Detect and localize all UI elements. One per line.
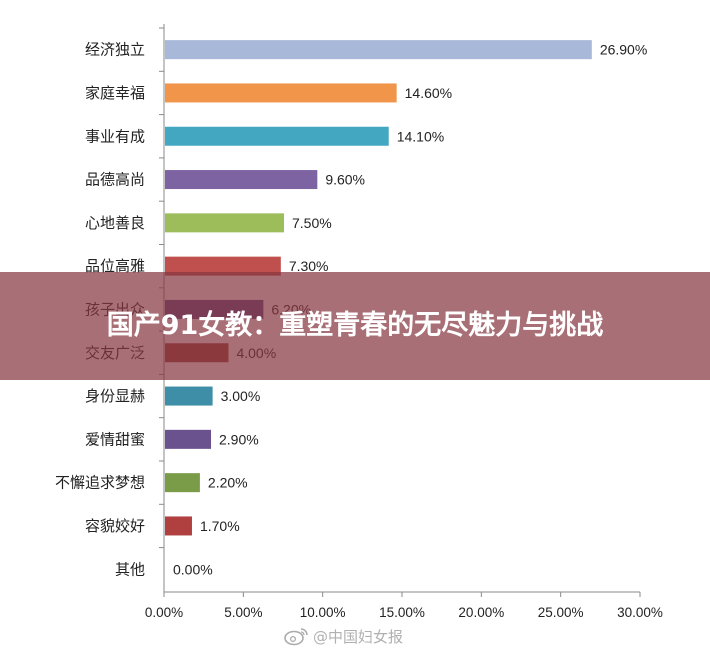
value-label: 26.90% [600, 42, 647, 58]
value-label: 1.70% [200, 518, 240, 534]
bar [165, 386, 213, 406]
category-label: 不懈追求梦想 [55, 474, 145, 492]
bar [165, 256, 281, 276]
category-label: 爱情甜蜜 [85, 430, 145, 448]
category-label: 经济独立 [85, 41, 145, 59]
category-label: 容貌姣好 [85, 517, 145, 535]
value-label: 3.00% [221, 388, 261, 404]
x-tick-label: 5.00% [224, 605, 262, 620]
category-label: 事业有成 [85, 127, 145, 145]
value-label: 14.10% [397, 128, 444, 144]
x-tick-label: 30.00% [617, 605, 663, 620]
weibo-icon [284, 628, 308, 646]
category-label: 身份显赫 [85, 387, 145, 405]
x-tick-label: 0.00% [145, 605, 183, 620]
category-label: 品位高雅 [85, 257, 145, 275]
category-label: 品德高尚 [85, 171, 145, 189]
bar [165, 429, 212, 449]
category-labels: 经济独立家庭幸福事业有成品德高尚心地善良品位高雅孩子出众交友广泛身份显赫爱情甜蜜… [55, 41, 145, 579]
category-label: 其他 [115, 560, 145, 578]
bar [165, 40, 592, 60]
value-label: 2.90% [219, 431, 259, 447]
value-label: 7.30% [289, 258, 329, 274]
title-overlay-banner: 国产91女教：重塑青春的无尽魅力与挑战 [0, 272, 710, 380]
x-tick-label: 20.00% [458, 605, 504, 620]
value-label: 2.20% [208, 475, 248, 491]
x-tick-label: 10.00% [300, 605, 346, 620]
bar [165, 170, 318, 190]
bar [165, 126, 389, 146]
bar [165, 516, 192, 536]
value-label: 7.50% [292, 215, 332, 231]
chart-bars [165, 40, 592, 536]
x-tick-label: 25.00% [538, 605, 584, 620]
watermark-text: @中国妇女报 [313, 627, 404, 646]
value-label: 0.00% [173, 561, 213, 577]
value-label: 9.60% [325, 172, 365, 188]
overlay-title: 国产91女教：重塑青春的无尽魅力与挑战 [106, 310, 604, 341]
category-label: 家庭幸福 [85, 84, 145, 102]
watermark: @中国妇女报 [283, 624, 403, 648]
bar [165, 473, 200, 493]
x-tick-labels: 0.00% 5.00% 10.00% 15.00% 20.00% 25.00% 30.00% [145, 605, 663, 620]
category-label: 心地善良 [85, 214, 145, 232]
x-tick-label: 15.00% [379, 605, 425, 620]
value-label: 14.60% [405, 85, 452, 101]
bar [165, 213, 284, 233]
bar [165, 83, 397, 103]
